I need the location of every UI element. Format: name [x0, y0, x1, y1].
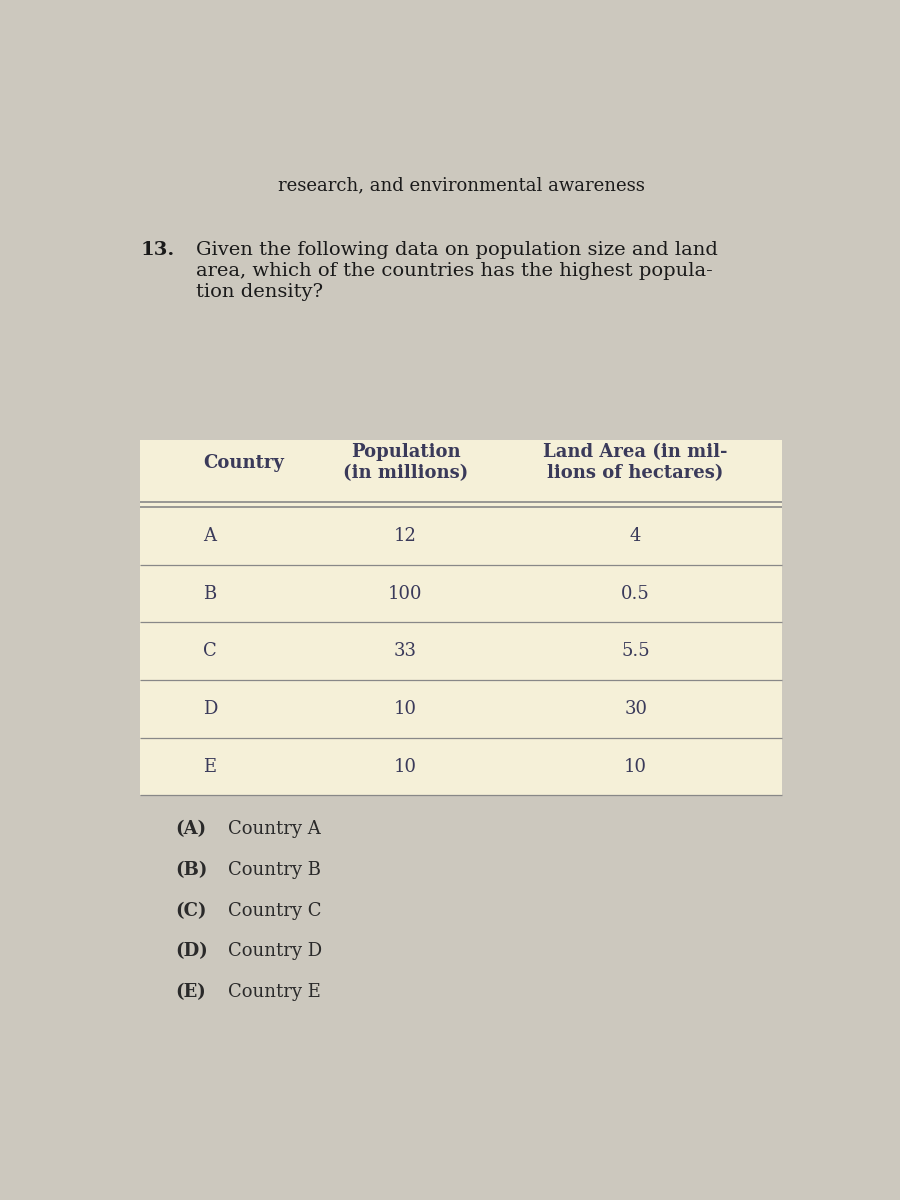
Text: (D): (D) [176, 942, 208, 960]
Text: (B): (B) [176, 862, 208, 880]
Text: D: D [203, 700, 218, 718]
Text: Country B: Country B [228, 862, 320, 880]
Text: 13.: 13. [140, 241, 175, 259]
Text: 12: 12 [394, 527, 417, 545]
Text: 10: 10 [394, 700, 417, 718]
Text: Country A: Country A [228, 821, 320, 839]
Text: Country: Country [203, 454, 284, 472]
Text: 10: 10 [624, 757, 647, 775]
Text: Given the following data on population size and land
area, which of the countrie: Given the following data on population s… [196, 241, 718, 301]
Text: Country C: Country C [228, 901, 321, 919]
FancyBboxPatch shape [140, 439, 782, 796]
Text: Population
(in millions): Population (in millions) [343, 443, 468, 482]
Text: 33: 33 [394, 642, 417, 660]
Text: 10: 10 [394, 757, 417, 775]
Text: 0.5: 0.5 [621, 584, 650, 602]
Text: Country D: Country D [228, 942, 321, 960]
Text: (C): (C) [176, 901, 207, 919]
Text: B: B [203, 584, 216, 602]
Text: research, and environmental awareness: research, and environmental awareness [278, 176, 644, 194]
Text: A: A [203, 527, 216, 545]
Text: 4: 4 [630, 527, 642, 545]
Text: 30: 30 [624, 700, 647, 718]
Text: Land Area (in mil-
lions of hectares): Land Area (in mil- lions of hectares) [544, 443, 728, 482]
Text: 100: 100 [388, 584, 423, 602]
Text: E: E [203, 757, 216, 775]
Text: C: C [203, 642, 217, 660]
Text: (A): (A) [176, 821, 206, 839]
Text: (E): (E) [176, 983, 206, 1001]
Text: 5.5: 5.5 [621, 642, 650, 660]
Text: Country E: Country E [228, 983, 320, 1001]
